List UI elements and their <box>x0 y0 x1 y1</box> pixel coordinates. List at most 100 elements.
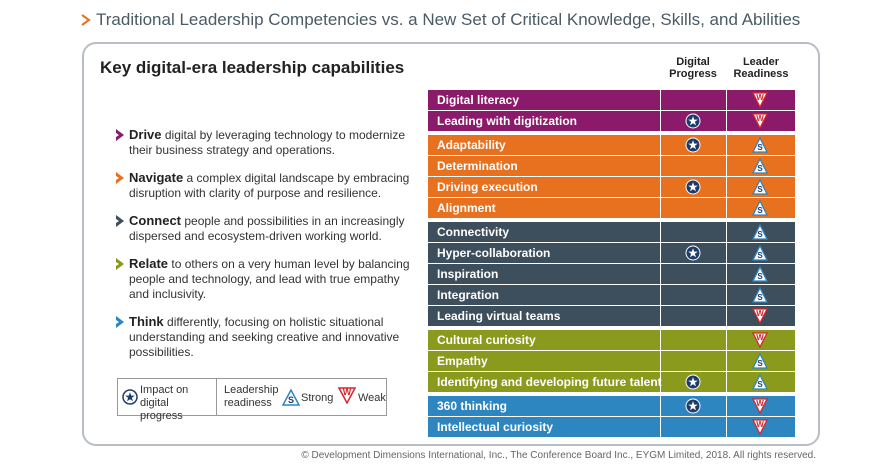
triangle <box>752 398 768 414</box>
bullet-keyword: Drive <box>129 127 162 142</box>
chevron <box>116 172 124 184</box>
star-icon <box>685 374 701 390</box>
digital-cell <box>660 222 727 242</box>
readiness-letter: W <box>756 114 764 123</box>
digital-cell <box>660 198 727 218</box>
strong-icon: S <box>752 179 768 195</box>
bullet-keyword: Navigate <box>129 170 184 185</box>
capability-row: Intellectual curiosity W <box>428 417 795 437</box>
star-icon <box>122 389 138 405</box>
bullet-chevron <box>116 172 124 184</box>
weak-icon: W <box>752 113 768 129</box>
readiness-letter: S <box>757 293 763 302</box>
readiness-letter: S <box>757 251 763 260</box>
triangle <box>752 137 768 153</box>
readiness-letter: W <box>756 333 764 342</box>
triangle <box>752 224 768 240</box>
row-label: Leading with digitization <box>437 114 577 128</box>
triangle <box>752 266 768 282</box>
legend-label: Weak <box>358 392 386 404</box>
bullet-text: people and possibilities in an increasin… <box>129 214 405 243</box>
star <box>688 248 698 258</box>
star-icon <box>685 113 701 129</box>
capability-row: Driving execution S <box>428 177 795 197</box>
star <box>688 182 698 192</box>
row-label: Driving execution <box>437 180 538 194</box>
bullet-text: a complex digital landscape by embracing… <box>129 171 410 200</box>
triangle <box>752 419 768 435</box>
digital-cell <box>660 285 727 305</box>
readiness-letter: S <box>757 272 763 281</box>
capability-row: 360 thinking W <box>428 396 795 416</box>
capability-row: Adaptability S <box>428 135 795 155</box>
panel <box>82 42 820 446</box>
capability-row: Hyper-collaboration S <box>428 243 795 263</box>
bullet: Think differently, focusing on holistic … <box>115 314 415 360</box>
bullet-keyword: Relate <box>129 256 169 271</box>
column-header: Leader Readiness <box>733 56 789 80</box>
digital-cell <box>660 417 727 437</box>
row-label: Determination <box>437 159 518 173</box>
digital-cell <box>660 135 727 155</box>
strong-icon: S <box>752 353 768 369</box>
row-label: Alignment <box>437 201 496 215</box>
triangle <box>752 158 768 174</box>
triangle <box>752 353 768 369</box>
readiness-letter: S <box>757 185 763 194</box>
panel-title: Key digital-era leadership capabilities <box>100 58 405 77</box>
capability-row: Identifying and developing future talent… <box>428 372 795 392</box>
readiness-letter: S <box>757 359 763 368</box>
triangle <box>752 200 768 216</box>
weak-icon: W <box>752 332 768 348</box>
readiness-letter: S <box>757 143 763 152</box>
legend-divider <box>216 379 217 415</box>
legend: Impact on digital progress Leadership re… <box>117 378 387 422</box>
readiness-letter: W <box>756 309 764 318</box>
strong-icon: S <box>752 287 768 303</box>
bullet-chevron <box>116 215 124 227</box>
star-icon <box>685 179 701 195</box>
icon-letter: W <box>343 387 352 397</box>
capability-row: Determination S <box>428 156 795 176</box>
chevron <box>116 215 124 227</box>
digital-cell <box>660 156 727 176</box>
digital-cell <box>660 330 727 350</box>
chevron <box>116 316 124 328</box>
triangle <box>752 332 768 348</box>
weak-icon: W <box>752 419 768 435</box>
strong-icon: S <box>752 200 768 216</box>
readiness-letter: W <box>756 420 764 429</box>
capability-row: Leading with digitization W <box>428 111 795 131</box>
row-label: Empathy <box>437 354 488 368</box>
bullet-text: to others on a very human level by balan… <box>129 257 410 301</box>
capability-row: Cultural curiosity W <box>428 330 795 350</box>
star <box>688 140 698 150</box>
chevron <box>116 258 124 270</box>
triangle <box>752 287 768 303</box>
digital-cell <box>660 177 727 197</box>
row-label: Intellectual curiosity <box>437 420 554 434</box>
strong-icon: S <box>752 158 768 174</box>
triangle <box>752 113 768 129</box>
capability-row: Leading virtual teams W <box>428 306 795 326</box>
readiness-letter: S <box>757 164 763 173</box>
bullet-keyword: Connect <box>129 213 181 228</box>
strong-icon: S <box>752 224 768 240</box>
bullet-list: Drive digital by leveraging technology t… <box>115 127 415 372</box>
capability-row: Connectivity S <box>428 222 795 242</box>
digital-cell <box>660 243 727 263</box>
digital-cell <box>660 90 727 110</box>
strong-icon: S <box>752 266 768 282</box>
bullet-text: digital by leveraging technology to mode… <box>129 128 406 157</box>
star-icon <box>685 245 701 261</box>
strong-icon: S <box>752 245 768 261</box>
readiness-letter: S <box>757 380 763 389</box>
strong-icon: S <box>282 389 300 406</box>
digital-cell <box>660 111 727 131</box>
legend-label: Strong <box>301 392 334 404</box>
chevron <box>116 129 124 141</box>
digital-cell <box>660 264 727 284</box>
triangle <box>752 179 768 195</box>
star <box>688 377 698 387</box>
